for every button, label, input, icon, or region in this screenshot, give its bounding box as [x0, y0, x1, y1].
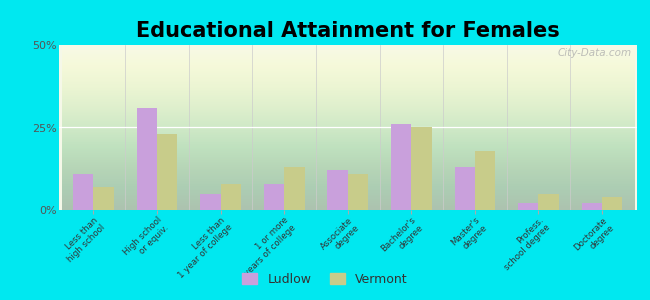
- Title: Educational Attainment for Females: Educational Attainment for Females: [136, 21, 560, 41]
- Bar: [200, 194, 220, 210]
- Text: City-Data.com: City-Data.com: [557, 48, 631, 58]
- Bar: [220, 184, 241, 210]
- Bar: [284, 167, 304, 210]
- Bar: [582, 203, 602, 210]
- Bar: [94, 187, 114, 210]
- Legend: Ludlow, Vermont: Ludlow, Vermont: [237, 268, 413, 291]
- Bar: [454, 167, 475, 210]
- Bar: [157, 134, 177, 210]
- Bar: [136, 108, 157, 210]
- Bar: [348, 174, 368, 210]
- Bar: [328, 170, 348, 210]
- Bar: [518, 203, 538, 210]
- Bar: [602, 197, 623, 210]
- Bar: [538, 194, 559, 210]
- Bar: [73, 174, 94, 210]
- Bar: [475, 151, 495, 210]
- Bar: [411, 128, 432, 210]
- Bar: [264, 184, 284, 210]
- Bar: [391, 124, 411, 210]
